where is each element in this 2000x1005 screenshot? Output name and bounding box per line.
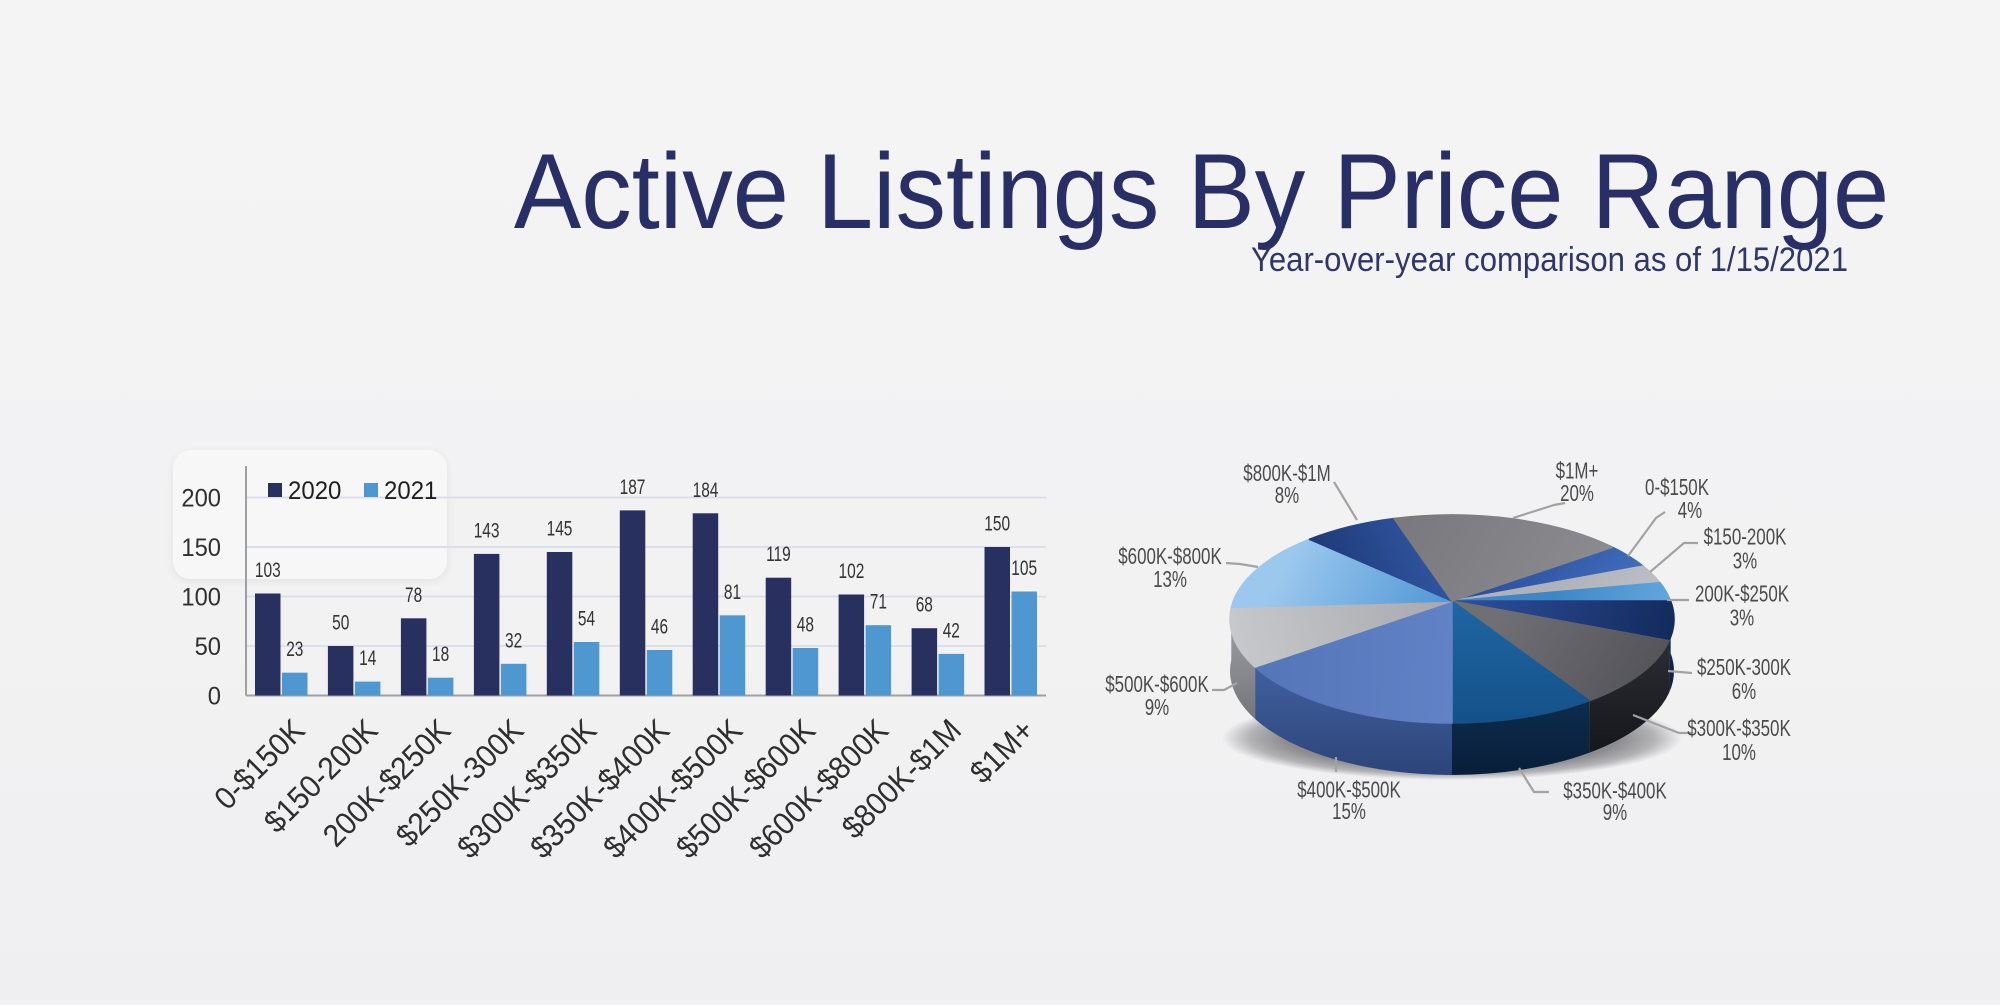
svg-text:$250K-300K: $250K-300K [1697,654,1791,680]
svg-text:200: 200 [181,485,221,513]
svg-text:103: 103 [255,557,281,581]
svg-text:187: 187 [620,474,646,498]
svg-text:9%: 9% [1145,695,1169,721]
svg-text:$800K-$1M: $800K-$1M [1243,460,1330,486]
svg-text:100: 100 [181,584,221,612]
svg-text:48: 48 [797,612,814,636]
svg-text:6%: 6% [1732,678,1756,704]
svg-text:15%: 15% [1332,798,1366,824]
svg-text:78: 78 [405,582,422,606]
svg-text:20%: 20% [1560,480,1594,506]
svg-text:68: 68 [916,592,933,616]
svg-text:143: 143 [474,518,500,542]
svg-text:150: 150 [181,534,221,562]
svg-text:$300K-$350K: $300K-$350K [1687,715,1791,741]
svg-text:4%: 4% [1678,498,1702,524]
svg-text:0: 0 [208,683,221,711]
svg-text:102: 102 [838,558,864,582]
svg-text:$400K-$500K: $400K-$500K [1297,777,1401,803]
svg-text:2021: 2021 [384,478,437,506]
svg-text:23: 23 [286,637,303,661]
svg-text:71: 71 [870,589,887,613]
svg-text:10%: 10% [1722,739,1756,765]
svg-text:50: 50 [332,610,349,634]
svg-text:81: 81 [724,579,741,603]
svg-text:$150-200K: $150-200K [1704,524,1787,550]
svg-text:$500K-$600K: $500K-$600K [1105,672,1209,698]
svg-text:9%: 9% [1603,800,1627,826]
svg-text:0-$150K: 0-$150K [1645,474,1709,500]
svg-text:2020: 2020 [288,478,341,506]
svg-text:18: 18 [432,642,449,666]
svg-text:200K-$250K: 200K-$250K [1695,581,1789,607]
svg-text:105: 105 [1011,555,1037,579]
svg-text:$350K-$400K: $350K-$400K [1563,778,1667,804]
svg-text:13%: 13% [1153,567,1187,593]
svg-text:14: 14 [359,646,376,670]
svg-text:150: 150 [984,511,1010,535]
svg-text:46: 46 [651,614,668,638]
svg-text:3%: 3% [1733,548,1757,574]
svg-text:50: 50 [195,633,221,661]
svg-text:54: 54 [578,606,595,630]
svg-text:$600K-$800K: $600K-$800K [1118,544,1222,570]
svg-text:119: 119 [766,542,791,566]
svg-text:Active Listings By Price Range: Active Listings By Price Range [514,132,1889,251]
svg-text:$1M+: $1M+ [1556,458,1599,484]
svg-text:Year-over-year comparison as o: Year-over-year comparison as of 1/15/202… [1251,241,1848,279]
svg-text:8%: 8% [1275,483,1299,509]
svg-text:32: 32 [505,628,522,652]
svg-text:42: 42 [943,618,960,642]
svg-text:184: 184 [693,477,719,501]
svg-text:3%: 3% [1730,605,1754,631]
svg-text:145: 145 [547,516,573,540]
